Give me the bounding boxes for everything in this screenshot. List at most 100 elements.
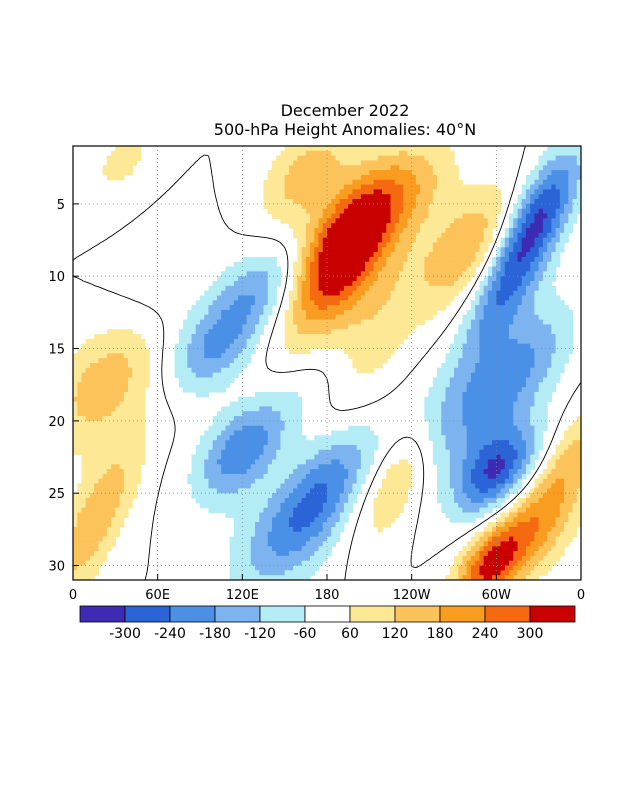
field-cell (445, 295, 451, 301)
field-cell (504, 247, 510, 253)
field-cell (102, 440, 108, 446)
field-cell (271, 203, 277, 210)
field-cell (504, 435, 510, 441)
field-cell (428, 300, 434, 306)
field-cell (123, 165, 129, 171)
field-cell (310, 454, 315, 461)
field-cell (255, 281, 260, 287)
field-cell (310, 256, 315, 263)
field-cell (102, 420, 108, 427)
field-cell (288, 401, 294, 407)
field-cell (132, 473, 138, 480)
field-cell (255, 396, 260, 403)
field-cell (221, 387, 226, 393)
field-cell (568, 425, 574, 432)
field-cell (314, 146, 320, 152)
field-cell (246, 324, 252, 330)
field-cell (293, 469, 298, 475)
field-cell (331, 324, 337, 330)
field-cell (81, 396, 87, 403)
field-cell (115, 343, 121, 350)
field-cell (462, 324, 468, 330)
field-cell (394, 232, 400, 239)
field-cell (348, 449, 353, 456)
field-cell (479, 377, 485, 383)
field-cell (521, 449, 527, 456)
field-cell (327, 208, 332, 215)
field-cell (238, 435, 243, 441)
field-cell (407, 179, 413, 186)
field-cell (432, 387, 438, 393)
field-cell (373, 256, 379, 263)
field-cell (487, 319, 493, 326)
field-cell (449, 416, 455, 422)
field-cell (115, 348, 121, 354)
field-cell (411, 300, 417, 306)
field-cell (369, 213, 375, 219)
field-cell (115, 454, 121, 461)
field-cell (365, 444, 370, 451)
field-cell (449, 213, 455, 219)
field-cell (331, 227, 337, 234)
field-cell (415, 218, 421, 224)
field-cell (462, 237, 468, 244)
field-cell (551, 309, 557, 316)
field-cell (538, 444, 544, 451)
field-cell (310, 208, 315, 215)
field-cell (356, 348, 362, 354)
field-cell (454, 401, 459, 407)
field-cell (360, 150, 366, 157)
field-cell (521, 430, 527, 436)
field-cell (297, 155, 303, 162)
field-cell (136, 416, 142, 422)
field-cell (394, 324, 400, 330)
field-cell (445, 285, 451, 292)
field-cell (504, 372, 510, 379)
field-cell (470, 199, 476, 205)
field-cell (458, 184, 464, 190)
field-cell (403, 314, 409, 321)
field-cell (339, 252, 345, 258)
field-cell (551, 194, 557, 200)
field-cell (322, 290, 328, 297)
field-cell (394, 146, 400, 152)
field-cell (373, 358, 379, 364)
field-cell (305, 473, 311, 480)
field-cell (525, 285, 531, 292)
field-cell (521, 184, 527, 190)
field-cell (271, 411, 277, 417)
field-cell (462, 266, 468, 272)
field-cell (318, 285, 324, 292)
field-cell (288, 194, 294, 200)
field-cell (288, 218, 294, 224)
field-cell (390, 343, 396, 350)
field-cell (466, 334, 472, 340)
field-cell (339, 242, 345, 248)
field-cell (123, 382, 129, 388)
field-cell (547, 396, 552, 403)
field-cell (233, 367, 239, 374)
field-cell (564, 165, 569, 171)
field-cell (246, 266, 252, 272)
field-cell (504, 411, 510, 417)
field-cell (284, 218, 290, 224)
field-cell (360, 290, 366, 297)
field-cell (208, 387, 214, 393)
field-cell (301, 435, 307, 441)
field-cell (187, 353, 193, 359)
field-cell (94, 387, 99, 393)
field-cell (420, 174, 425, 181)
field-cell (115, 391, 121, 398)
field-cell (504, 300, 510, 306)
field-cell (216, 377, 222, 383)
field-cell (466, 425, 472, 432)
field-cell (525, 387, 531, 393)
field-cell (365, 285, 370, 292)
field-cell (293, 449, 298, 456)
field-cell (517, 416, 523, 422)
field-cell (542, 256, 548, 263)
field-cell (339, 199, 345, 205)
field-cell (500, 290, 506, 297)
field-cell (411, 252, 417, 258)
field-cell (509, 454, 514, 461)
